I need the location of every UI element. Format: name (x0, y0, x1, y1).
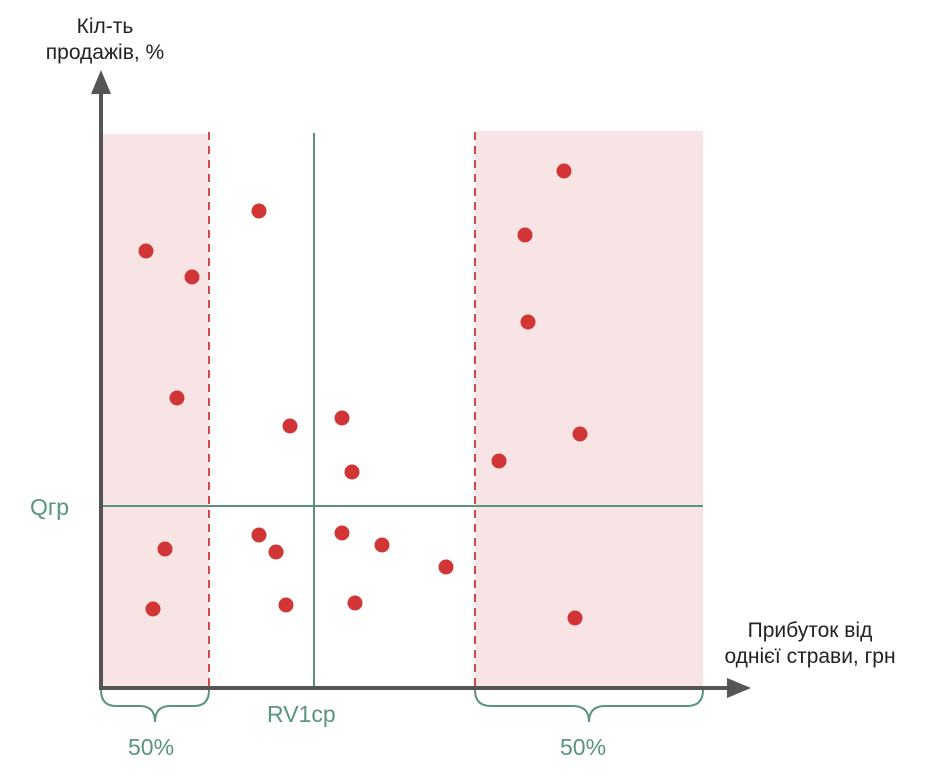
data-point (145, 601, 161, 617)
data-point (374, 537, 390, 553)
left-zone (101, 134, 209, 688)
data-point (138, 243, 154, 259)
x-axis-label-line1: Прибуток від (747, 619, 873, 642)
y-axis-arrow-icon (91, 70, 111, 94)
data-point (572, 426, 588, 442)
vertical-reference-label: RV1ср (267, 701, 336, 727)
data-point (184, 269, 200, 285)
x-axis-label: Прибуток від однієї страви, грн (700, 618, 920, 669)
data-point (334, 525, 350, 541)
y-axis-label-line1: Кіл-ть (76, 15, 134, 38)
data-point (282, 418, 298, 434)
right-zone-brace (474, 689, 704, 723)
y-axis-label: Кіл-ть продажів, % (20, 14, 190, 65)
data-point (251, 203, 267, 219)
data-point (517, 227, 533, 243)
x-axis-arrow-icon (727, 678, 751, 698)
data-point (567, 610, 583, 626)
right-zone-percent-label: 50% (560, 734, 607, 760)
data-point (268, 544, 284, 560)
data-point (347, 595, 363, 611)
y-axis-label-line2: продажів, % (45, 40, 165, 64)
data-point (334, 410, 350, 426)
data-point (344, 464, 360, 480)
data-points (138, 163, 588, 626)
data-point (556, 163, 572, 179)
data-point (157, 541, 173, 557)
data-point (278, 597, 294, 613)
data-point (520, 314, 536, 330)
horizontal-reference-label: Qгр (30, 494, 70, 520)
data-point (169, 390, 185, 406)
right-zone (475, 131, 703, 688)
left-zone-percent-label: 50% (128, 734, 175, 760)
data-point (251, 527, 267, 543)
left-zone-brace (100, 689, 210, 723)
data-point (491, 453, 507, 469)
x-axis-label-line2: однієї страви, грн (724, 644, 896, 668)
data-point (438, 559, 454, 575)
